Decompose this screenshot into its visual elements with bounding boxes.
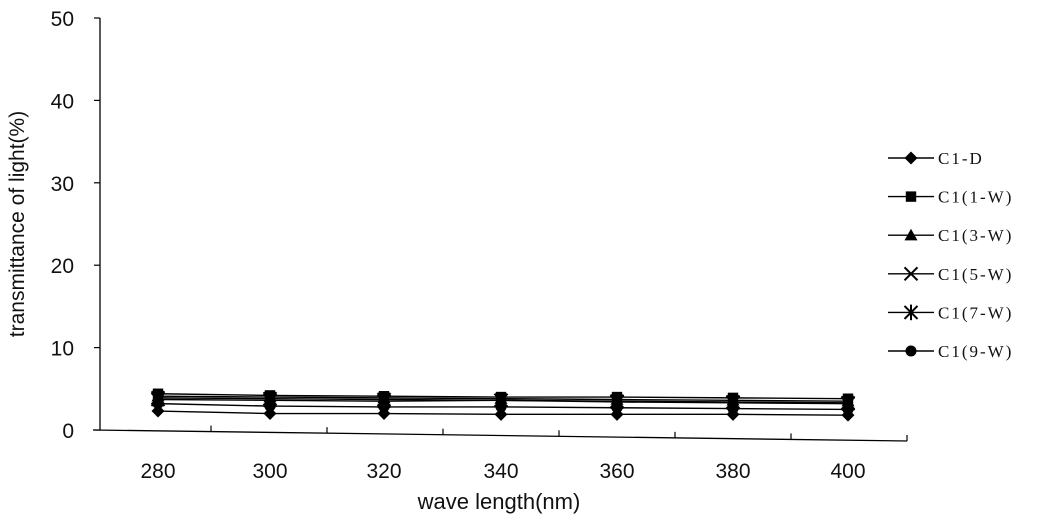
x-tick-label: 280 — [140, 460, 175, 483]
legend-marker-c1-1-w — [905, 191, 917, 202]
data-point-c1-9-w — [727, 403, 739, 415]
y-tick-label: 0 — [62, 420, 74, 443]
data-point-c1-9-w — [152, 398, 164, 410]
x-tick-label: 320 — [366, 460, 401, 483]
data-point-c1-9-w — [495, 401, 507, 413]
data-point-c1-9-w — [264, 400, 276, 412]
legend-marker-c1-9-w — [905, 345, 917, 357]
data-point-c1-9-w — [842, 403, 854, 415]
legend-item-c1-5-w: C1(5-W) — [888, 265, 1013, 284]
legend-item-c1-9-w: C1(9-W) — [888, 342, 1013, 361]
legend-label: C1(7-W) — [938, 303, 1013, 322]
series-layer — [150, 388, 856, 422]
y-axis-title: transmittance of light(%) — [6, 111, 29, 337]
y-tick-label: 20 — [51, 255, 74, 278]
x-axis-line — [92, 429, 908, 442]
x-tick-label: 300 — [252, 460, 287, 483]
y-tick-label: 10 — [51, 338, 74, 361]
y-tick-label: 50 — [51, 8, 74, 31]
y-tick-label: 40 — [51, 90, 74, 113]
x-tick-label: 340 — [483, 460, 518, 483]
x-axis-title: wave length(nm) — [417, 489, 581, 514]
legend-marker-c1-5-w — [903, 266, 919, 282]
legend-marker-c1-3-w — [904, 228, 918, 241]
y-tick-label: 30 — [51, 173, 74, 196]
legend-item-c1-7-w: C1(7-W) — [888, 303, 1013, 322]
data-point-c1-9-w — [378, 401, 390, 413]
x-tick-label: 360 — [599, 460, 634, 483]
axes: 0 10 20 30 40 50 280 300 320 340 360 380 400 — [51, 8, 908, 483]
legend-item-c1-1-w: C1(1-W) — [888, 188, 1013, 207]
legend-item-c1-d: C1-D — [888, 149, 984, 168]
legend-label: C1(1-W) — [938, 188, 1013, 207]
legend: C1-D C1(1-W) C1(3-W) C1(5-W) C1(7-W) C1(9-W) — [888, 149, 1013, 361]
legend-label: C1(5-W) — [938, 265, 1013, 284]
legend-label: C1-D — [938, 149, 984, 168]
series-c1-9-w — [152, 398, 854, 415]
x-tick-label: 400 — [830, 460, 865, 483]
legend-item-c1-3-w: C1(3-W) — [888, 226, 1013, 245]
legend-label: C1(3-W) — [938, 226, 1013, 245]
legend-marker-c1-7-w — [903, 304, 919, 321]
x-tick-label: 380 — [715, 460, 750, 483]
legend-label: C1(9-W) — [938, 342, 1013, 361]
data-point-c1-9-w — [611, 402, 623, 414]
legend-marker-c1-d — [904, 151, 918, 165]
